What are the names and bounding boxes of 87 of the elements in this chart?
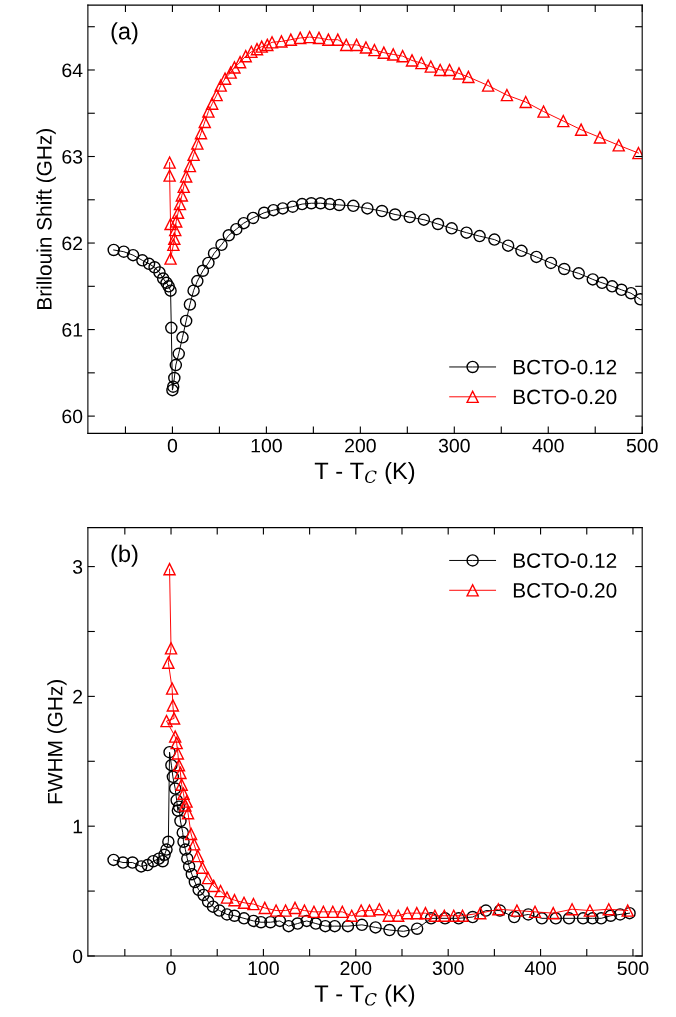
y-tick-label: 0 bbox=[72, 949, 83, 964]
y-tick-label: 63 bbox=[62, 149, 83, 164]
point bbox=[184, 827, 198, 841]
point bbox=[382, 909, 396, 922]
legend-label: BCTO-0.20 bbox=[513, 389, 617, 405]
point bbox=[583, 904, 597, 917]
point bbox=[181, 806, 195, 820]
y-tick-label: 1 bbox=[73, 819, 83, 834]
annotation: (b) bbox=[111, 544, 138, 567]
point bbox=[174, 766, 187, 780]
point bbox=[373, 903, 386, 916]
point bbox=[187, 838, 201, 851]
point bbox=[391, 909, 405, 922]
y-tick-label: 64 bbox=[62, 63, 83, 78]
point bbox=[167, 712, 181, 725]
point bbox=[419, 906, 432, 920]
point bbox=[279, 904, 292, 917]
point bbox=[510, 904, 524, 917]
point bbox=[237, 896, 251, 910]
point bbox=[528, 905, 542, 919]
point bbox=[326, 905, 340, 919]
point bbox=[163, 562, 176, 576]
x-tick-label: 500 bbox=[626, 438, 658, 453]
point bbox=[428, 909, 442, 922]
x-tick-label: 400 bbox=[524, 961, 557, 976]
y-tick-label: 2 bbox=[73, 689, 83, 704]
x-tick-label: 300 bbox=[432, 961, 464, 976]
point bbox=[165, 682, 179, 695]
y-tick-label: 60 bbox=[62, 409, 83, 424]
point bbox=[345, 909, 358, 922]
x-tick-label: 400 bbox=[532, 438, 564, 453]
point bbox=[565, 903, 579, 916]
x-tick-label: 100 bbox=[248, 961, 279, 976]
legend-label: BCTO-0.20 bbox=[513, 583, 617, 598]
annotation: (a) bbox=[111, 22, 138, 45]
point bbox=[160, 714, 173, 728]
point bbox=[166, 699, 180, 712]
point bbox=[288, 901, 302, 915]
point bbox=[247, 897, 260, 911]
point bbox=[410, 906, 424, 920]
point bbox=[172, 758, 186, 772]
y-axis-title: FWHM (GHz) bbox=[47, 680, 67, 804]
y-tick-label: 61 bbox=[62, 323, 83, 337]
point bbox=[473, 906, 487, 920]
point bbox=[175, 778, 188, 791]
point bbox=[336, 905, 349, 919]
x-tick-label: 500 bbox=[617, 961, 649, 976]
point bbox=[196, 861, 209, 874]
point bbox=[456, 909, 469, 922]
point bbox=[228, 893, 241, 907]
point bbox=[354, 904, 368, 917]
point bbox=[258, 901, 272, 915]
point bbox=[602, 903, 616, 916]
point bbox=[179, 799, 192, 812]
point bbox=[191, 849, 205, 863]
x-tick-label: 300 bbox=[438, 438, 470, 453]
point bbox=[363, 904, 376, 917]
y-tick-label: 3 bbox=[72, 560, 83, 574]
point bbox=[171, 747, 185, 760]
point bbox=[177, 787, 190, 800]
point bbox=[546, 906, 560, 920]
y-tick-label: 62 bbox=[62, 236, 83, 251]
point bbox=[162, 656, 175, 669]
point bbox=[401, 906, 414, 920]
legend-label: BCTO-0.12 bbox=[513, 359, 617, 375]
x-axis-title: T - T$_{C}$ (K) bbox=[314, 461, 415, 484]
point bbox=[207, 879, 220, 893]
x-tick-label: 200 bbox=[340, 961, 372, 976]
point bbox=[307, 905, 321, 919]
legend-label: BCTO-0.12 bbox=[513, 553, 617, 568]
y-axis-title: Brillouin Shift (GHz) bbox=[36, 129, 56, 309]
point bbox=[447, 909, 460, 922]
point bbox=[220, 891, 234, 904]
point bbox=[214, 884, 227, 898]
x-tick-label: 100 bbox=[251, 438, 282, 453]
point bbox=[298, 904, 311, 917]
x-tick-label: 0 bbox=[167, 438, 178, 453]
point bbox=[317, 905, 330, 919]
point bbox=[180, 795, 193, 808]
point bbox=[168, 730, 182, 743]
point bbox=[269, 904, 283, 917]
point bbox=[201, 871, 215, 885]
point bbox=[164, 642, 178, 655]
x-axis-title: T - T$_{C}$ (K) bbox=[314, 984, 415, 1007]
x-tick-label: 200 bbox=[345, 438, 376, 453]
point bbox=[170, 736, 183, 750]
x-tick-label: 0 bbox=[166, 961, 176, 976]
